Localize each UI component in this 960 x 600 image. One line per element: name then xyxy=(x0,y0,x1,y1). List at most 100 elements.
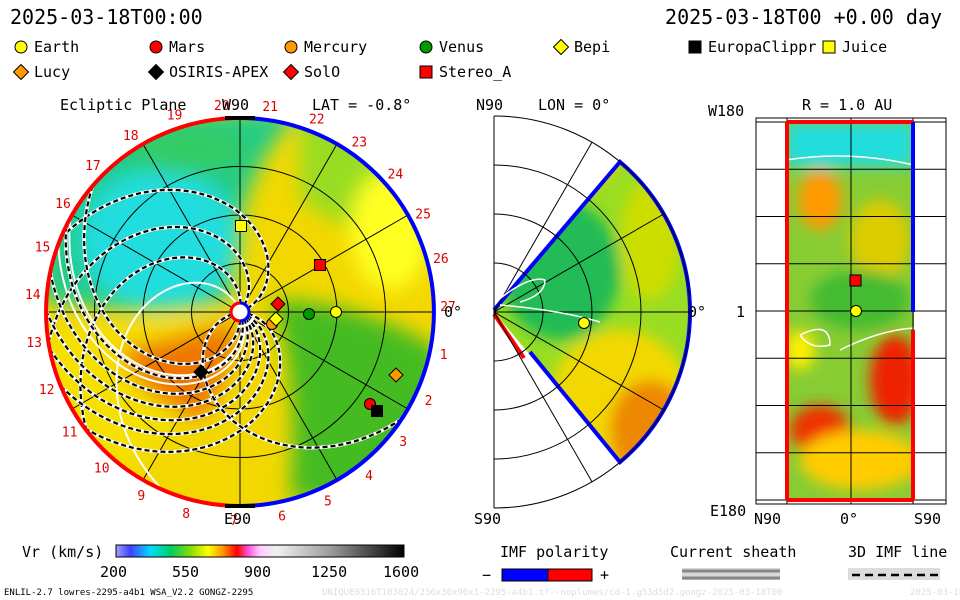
ecliptic-title: Ecliptic Plane xyxy=(60,96,187,114)
day-number-label: 22 xyxy=(309,113,325,128)
radial-mid-label: 1 xyxy=(736,303,746,321)
legend-square-icon xyxy=(822,40,836,54)
radial-plot xyxy=(755,117,947,505)
footer-file: UNIQUE0316T103024/256x30x90x1-2295-a4b1.… xyxy=(322,588,783,598)
day-number-label: 27 xyxy=(440,300,456,315)
colorbar-tick-1250: 1250 xyxy=(311,563,348,581)
colorbar-tick-200: 200 xyxy=(100,563,128,581)
day-number-label: 7 xyxy=(230,514,238,529)
day-number-label: 6 xyxy=(278,510,286,525)
europaclippr-marker xyxy=(371,405,383,417)
stereo-a-marker xyxy=(314,259,326,271)
day-number-label: 12 xyxy=(39,383,55,398)
radial-bottom-right: S90 xyxy=(914,510,942,528)
ecliptic-plot: 20 21222324252627123456789101112131415161… xyxy=(25,99,456,529)
radial-bottom-mid: 0° xyxy=(840,510,859,528)
earth-marker-meridional xyxy=(578,317,590,329)
radial-title: R = 1.0 AU xyxy=(802,96,893,114)
timestamp-right: 2025-03-18T00 +0.00 day xyxy=(665,5,942,29)
imf-plus-label: + xyxy=(600,566,610,584)
day-number-label: 21 xyxy=(262,100,278,115)
legend-item-juice: Juice xyxy=(820,38,887,56)
ecliptic-bottom-label: E90 xyxy=(224,510,252,528)
osiris-apex-marker xyxy=(193,364,209,380)
velocity-colorbar xyxy=(115,544,405,558)
day-number-label: 17 xyxy=(85,159,101,174)
timestamp-left: 2025-03-18T00:00 xyxy=(10,5,203,29)
legend-label: EuropaClippr xyxy=(708,38,817,56)
imf-negative-bar xyxy=(501,568,549,582)
legend-item-bepi: Bepi xyxy=(552,38,610,56)
day-number-label: 20 xyxy=(214,99,230,114)
day-number-label: 8 xyxy=(182,507,190,522)
bepi-marker xyxy=(268,311,284,327)
legend-label: Juice xyxy=(842,38,888,56)
legend-item-mercury: Mercury xyxy=(282,38,367,56)
legend-diamond-icon xyxy=(282,63,300,81)
day-number-label: 19 xyxy=(167,109,183,124)
juice-marker xyxy=(235,220,247,232)
day-number-label: 16 xyxy=(55,197,71,212)
footer-date: 2025-03-18 xyxy=(910,588,960,598)
radial-bottom-left: N90 xyxy=(754,510,782,528)
ecliptic-lat: LAT = -0.8° xyxy=(312,96,412,114)
lucy-marker xyxy=(388,367,404,383)
legend-label: Bepi xyxy=(574,38,611,56)
meridional-bottom-label: S90 xyxy=(474,510,502,528)
stereo-a-marker-radial xyxy=(849,274,862,287)
earth-marker-radial xyxy=(850,305,862,317)
earth-marker xyxy=(330,306,342,318)
colorbar-tick-550: 550 xyxy=(172,563,200,581)
day-number-label: 3 xyxy=(399,435,407,450)
legend-item-europaclippr: EuropaClippr xyxy=(686,38,816,56)
day-number-label: 11 xyxy=(62,425,78,440)
imf3d-title: 3D IMF line xyxy=(848,543,948,561)
radial-top-label: W180 xyxy=(708,102,745,120)
imf-positive-bar xyxy=(547,568,593,582)
day-number-label: 1 xyxy=(440,348,448,363)
legend-item-mars: Mars xyxy=(147,38,205,56)
meridional-top-label: N90 xyxy=(476,96,504,114)
colorbar-tick-1600: 1600 xyxy=(383,563,420,581)
meridional-plot xyxy=(492,115,692,509)
legend-diamond-icon xyxy=(12,63,30,81)
legend-item-venus: Venus xyxy=(417,38,484,56)
day-number-label: 15 xyxy=(35,241,51,256)
day-number-label: 18 xyxy=(123,129,139,144)
legend-label: Earth xyxy=(34,38,80,56)
day-number-label: 4 xyxy=(365,469,373,484)
day-number-label: 25 xyxy=(415,207,431,222)
meridional-right-label: 0° xyxy=(688,303,707,321)
imf-minus-label: − xyxy=(482,566,492,584)
day-number-label: 14 xyxy=(25,288,41,303)
legend-square-icon xyxy=(419,65,433,79)
current-sheath-title: Current sheath xyxy=(670,543,797,561)
legend-item-stereo-a: Stereo_A xyxy=(417,63,511,81)
colorbar-label: Vr (km/s) xyxy=(22,543,104,561)
legend-item-lucy: Lucy xyxy=(12,63,70,81)
legend-circle-icon xyxy=(284,40,298,54)
legend-label: Mercury xyxy=(304,38,368,56)
solo-marker xyxy=(270,296,286,312)
legend-label: Mars xyxy=(169,38,206,56)
legend-item-earth: Earth xyxy=(12,38,79,56)
footer-model: ENLIL-2.7 lowres-2295-a4b1 WSA_V2.2 GONG… xyxy=(4,588,254,598)
legend-circle-icon xyxy=(149,40,163,54)
day-number-label: 5 xyxy=(324,495,332,510)
legend-diamond-icon xyxy=(552,38,570,56)
venus-marker xyxy=(303,308,315,320)
day-number-label: 2 xyxy=(425,394,433,409)
imf-polarity-title: IMF polarity xyxy=(500,543,609,561)
legend-item-osiris-apex: OSIRIS-APEX xyxy=(147,63,268,81)
day-number-label: 10 xyxy=(94,461,110,476)
meridional-lon: LON = 0° xyxy=(538,96,611,114)
legend-label: Venus xyxy=(439,38,485,56)
legend-diamond-icon xyxy=(147,63,165,81)
colorbar-tick-900: 900 xyxy=(244,563,272,581)
legend-label: SolO xyxy=(304,63,341,81)
day-number-label: 23 xyxy=(351,136,367,151)
legend-label: Stereo_A xyxy=(439,63,512,81)
day-number-label: 24 xyxy=(388,168,404,183)
day-number-label: 26 xyxy=(433,252,449,267)
